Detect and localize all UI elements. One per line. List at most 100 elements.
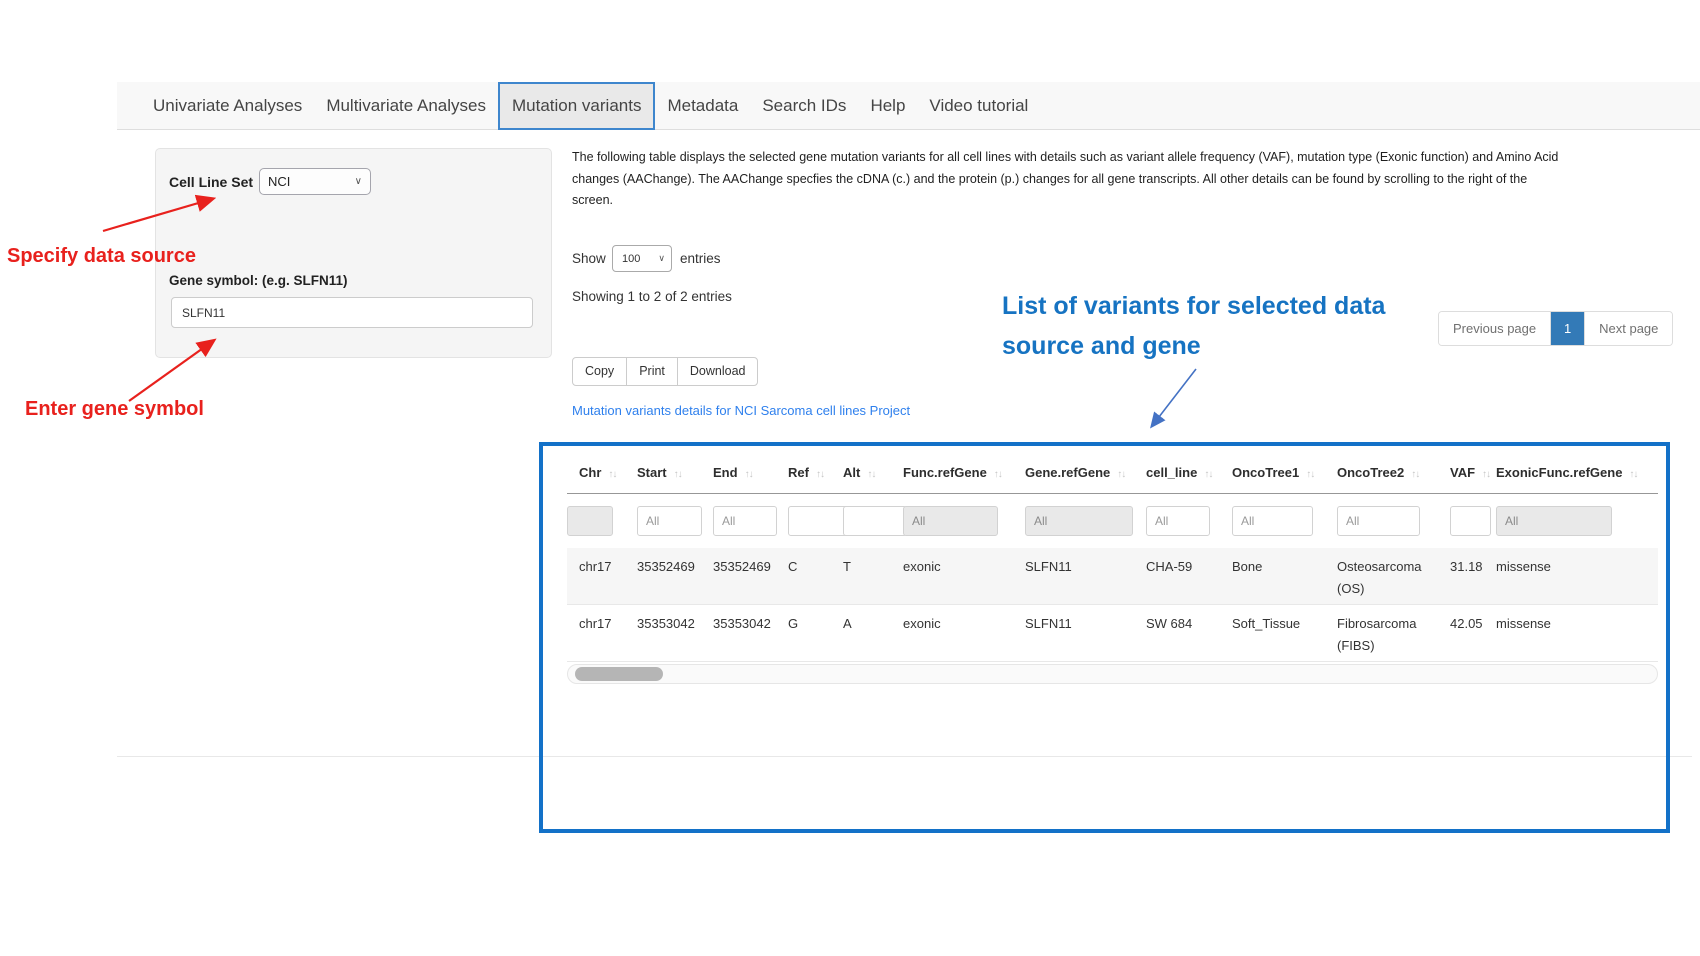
tab-search-ids[interactable]: Search IDs [762, 96, 847, 115]
cell-line-set-label: Cell Line Set [169, 174, 254, 190]
col-header-label: OncoTree2 [1337, 465, 1405, 480]
show-label: Show [572, 251, 606, 266]
col-header-label: OncoTree1 [1232, 465, 1300, 480]
chevron-down-icon: ∨ [658, 253, 665, 263]
table-cell: 35352469 [637, 559, 695, 574]
gene-symbol-input[interactable] [171, 297, 533, 328]
filter-gene-refgene[interactable]: All [1025, 506, 1133, 536]
previous-page-button[interactable]: Previous page [1439, 312, 1551, 345]
sort-icon: ↑↓ [608, 469, 617, 480]
showing-entries-text: Showing 1 to 2 of 2 entries [572, 289, 732, 304]
entries-label: entries [680, 251, 721, 266]
col-header-oncotree1[interactable]: OncoTree1 ↑↓ [1232, 450, 1337, 494]
tab-metadata[interactable]: Metadata [667, 96, 739, 115]
filter-func-refgene[interactable]: All [903, 506, 998, 536]
col-header-label: End [713, 465, 738, 480]
sort-icon: ↑↓ [1629, 469, 1638, 480]
cell-line-set-select[interactable]: NCI ∨ [259, 168, 371, 195]
filter-chr[interactable] [567, 506, 613, 536]
col-header-label: ExonicFunc.refGene [1496, 465, 1623, 480]
col-header-label: Start [637, 465, 667, 480]
col-header-label: Chr [579, 465, 602, 480]
col-header-gene-refgene[interactable]: Gene.refGene ↑↓ [1025, 450, 1146, 494]
sidebar-panel: Cell Line Set NCI ∨ Gene symbol: (e.g. S… [155, 148, 552, 358]
pagination: Previous page 1 Next page [1438, 311, 1674, 346]
variants-table: Chr ↑↓ Start ↑↓ End ↑↓ Ref ↑↓ Alt ↑↓ Func.refGene ↑… [567, 450, 1658, 662]
table-title-link[interactable]: Mutation variants details for NCI Sarcom… [572, 403, 911, 418]
table-cell: Osteosarcoma (OS) [1337, 559, 1422, 596]
tab-univariate-analyses[interactable]: Univariate Analyses [153, 96, 303, 115]
copy-button[interactable]: Copy [572, 357, 628, 386]
col-header-cell-line[interactable]: cell_line ↑↓ [1146, 450, 1232, 494]
tab-help[interactable]: Help [870, 96, 906, 115]
col-header-label: Func.refGene [903, 465, 987, 480]
table-cell: 31.18 [1450, 559, 1483, 574]
annotation-specify-data-source: Specify data source [7, 245, 196, 267]
gene-symbol-label: Gene symbol: (e.g. SLFN11) [169, 273, 348, 288]
cell-line-set-value: NCI [268, 174, 291, 189]
filter-cell-line[interactable]: All [1146, 506, 1210, 536]
col-header-exonicfunc-refgene[interactable]: ExonicFunc.refGene ↑↓ [1496, 450, 1658, 494]
col-header-vaf[interactable]: VAF ↑↓ [1450, 450, 1496, 494]
table-cell: exonic [903, 559, 941, 574]
show-entries-value: 100 [622, 252, 641, 265]
sort-icon: ↑↓ [673, 469, 683, 480]
filter-vaf[interactable] [1450, 506, 1491, 536]
col-header-start[interactable]: Start ↑↓ [637, 450, 713, 494]
table-cell: SLFN11 [1025, 559, 1072, 574]
filter-oncotree1[interactable]: All [1232, 506, 1313, 536]
table-cell: chr17 [579, 616, 612, 631]
table-cell: missense [1496, 616, 1551, 631]
table-cell: Soft_Tissue [1232, 616, 1301, 631]
filter-ref[interactable] [788, 506, 851, 536]
horizontal-scrollbar-thumb[interactable] [575, 667, 663, 681]
col-header-alt[interactable]: Alt ↑↓ [843, 450, 903, 494]
sort-icon: ↑↓ [1411, 469, 1420, 480]
print-button[interactable]: Print [626, 357, 678, 386]
tab-mutation-variants[interactable]: Mutation variants [498, 82, 656, 130]
nav-tabs: Univariate Analyses Multivariate Analyses… [117, 82, 1700, 130]
table-description: The following table displays the selecte… [572, 150, 1559, 207]
table-cell: SW 684 [1146, 616, 1193, 631]
tab-video-tutorial[interactable]: Video tutorial [929, 96, 1029, 115]
horizontal-scrollbar[interactable] [567, 664, 1658, 684]
filter-oncotree2[interactable]: All [1337, 506, 1420, 536]
filter-end[interactable]: All [713, 506, 777, 536]
col-header-oncotree2[interactable]: OncoTree2 ↑↓ [1337, 450, 1450, 494]
table-cell: C [788, 559, 798, 574]
sort-icon: ↑↓ [993, 469, 1003, 480]
top-navbar: Univariate Analyses Multivariate Analyses… [117, 82, 1700, 130]
col-header-func-refgene[interactable]: Func.refGene ↑↓ [903, 450, 1025, 494]
filter-start[interactable]: All [637, 506, 702, 536]
table-cell: A [843, 616, 852, 631]
col-header-ref[interactable]: Ref ↑↓ [788, 450, 843, 494]
export-button-group: Copy Print Download [572, 357, 759, 386]
col-header-chr[interactable]: Chr ↑↓ [567, 450, 637, 494]
table-cell: G [788, 616, 799, 631]
annotation-variants-heading: List of variants for selected data sourc… [1002, 292, 1386, 360]
col-header-label: Alt [843, 465, 861, 480]
download-button[interactable]: Download [676, 357, 759, 386]
sort-icon: ↑↓ [744, 469, 754, 480]
tab-multivariate-analyses[interactable]: Multivariate Analyses [326, 96, 486, 115]
next-page-button[interactable]: Next page [1584, 312, 1673, 345]
sort-icon: ↑↓ [1482, 469, 1491, 480]
col-header-label: cell_line [1146, 465, 1198, 480]
show-entries-select[interactable]: 100 ∨ [612, 245, 672, 272]
table-cell: SLFN11 [1025, 616, 1072, 631]
sort-icon: ↑↓ [1306, 469, 1315, 480]
table-cell: missense [1496, 559, 1551, 574]
table-cell: chr17 [579, 559, 612, 574]
sort-icon: ↑↓ [1117, 469, 1126, 480]
col-header-end[interactable]: End ↑↓ [713, 450, 788, 494]
page-1-button[interactable]: 1 [1550, 312, 1585, 345]
variants-list-arrow [1150, 368, 1197, 429]
filter-exonicfunc-refgene[interactable]: All [1496, 506, 1612, 536]
chevron-down-icon: ∨ [354, 176, 362, 187]
filter-alt[interactable] [843, 506, 907, 536]
table-cell: 35353042 [713, 616, 771, 631]
table-cell: Bone [1232, 559, 1263, 574]
